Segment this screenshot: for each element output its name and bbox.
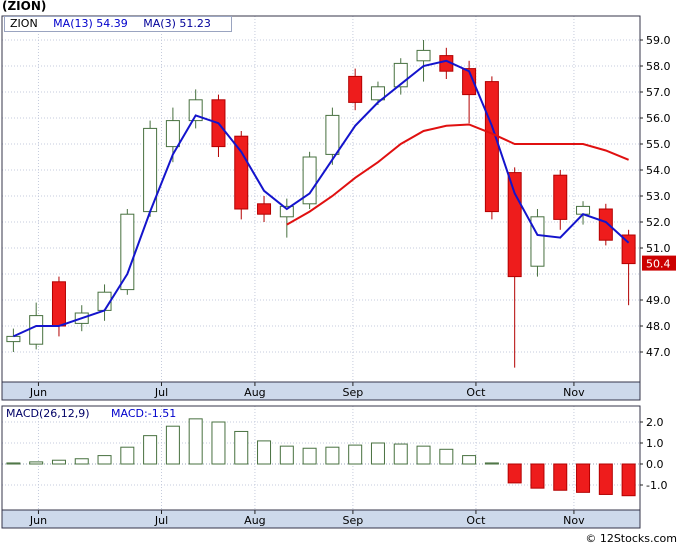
candle-down (598, 208, 613, 241)
symbol-label: ZION (10, 17, 38, 30)
macd-bar-positive (393, 443, 408, 465)
macd-bar-positive (462, 455, 477, 465)
macd-bar-positive (188, 418, 203, 465)
candle-up (530, 216, 545, 267)
month-label: Sep (343, 386, 364, 399)
price-axis-label: 55.0 (646, 138, 671, 151)
macd-bar-positive (325, 446, 340, 465)
watermark: © 12Stocks.com (585, 532, 677, 545)
month-label: Aug (244, 386, 265, 399)
macd-bar-positive (6, 462, 21, 465)
macd-bar-negative (507, 463, 522, 484)
macd-bar-positive (257, 440, 272, 465)
candle-up (576, 205, 591, 215)
macd-axis-label: -1.0 (646, 479, 667, 492)
macd-bar-positive (120, 446, 135, 465)
candle-down (462, 68, 477, 96)
candle-down (484, 81, 499, 213)
candle-up (416, 49, 431, 62)
price-axis-label: 48.0 (646, 320, 671, 333)
macd-bar-positive (302, 447, 317, 465)
price-axis-label: 53.0 (646, 190, 671, 203)
macd-value-label: MACD:-1.51 (111, 407, 177, 420)
last-price-badge (642, 255, 676, 271)
page-title: (ZION) (2, 0, 47, 13)
price-axis-label: 49.0 (646, 294, 671, 307)
macd-bar-positive (74, 458, 89, 465)
macd-bar-positive (165, 425, 180, 465)
candle-up (325, 114, 340, 155)
macd-legend: MACD(26,12,9) MACD:-1.51 (6, 407, 194, 420)
macd-bar-positive (279, 445, 294, 465)
candle-up (279, 205, 294, 218)
month-label: Nov (563, 386, 585, 399)
main-chart-legend: ZION MA(13) 54.39 MA(3) 51.23 (4, 16, 232, 32)
main-chart-panel: Jun Jul Aug Sep Oct Nov 59.0 58.0 57.0 56.0 55.0 54… (0, 14, 680, 404)
macd-bar-positive (439, 448, 454, 465)
macd-month-label: Aug (244, 514, 265, 527)
price-axis-label: 47.0 (646, 346, 671, 359)
macd-bar-positive (211, 421, 226, 465)
macd-bar-negative (621, 463, 636, 497)
macd-axis-label: 1.0 (646, 437, 664, 450)
candle-down (257, 203, 272, 215)
macd-bar-negative (530, 463, 545, 489)
candle-up (302, 156, 317, 205)
candle-down (553, 174, 568, 220)
macd-bar-positive (29, 461, 44, 465)
ma3-legend-label: MA(3) 51.23 (143, 17, 211, 30)
x-axis-band (2, 382, 640, 400)
macd-bar-positive (348, 444, 363, 465)
macd-month-label: Jul (154, 514, 168, 527)
month-label: Jul (154, 386, 168, 399)
price-axis-label: 52.0 (646, 216, 671, 229)
macd-bar-negative (598, 463, 613, 495)
month-label: Oct (466, 386, 486, 399)
macd-month-label: Oct (466, 514, 486, 527)
macd-bar-positive (97, 455, 112, 465)
ma-line-ma3 (12, 59, 630, 338)
macd-bar-positive (484, 462, 499, 465)
candle-up (165, 120, 180, 148)
candle-up (370, 86, 385, 101)
macd-month-label: Nov (563, 514, 585, 527)
macd-bar-negative (576, 463, 591, 493)
macd-bar-positive (234, 430, 249, 465)
macd-bar-positive (143, 435, 158, 465)
price-axis-label: 54.0 (646, 164, 671, 177)
candle-down (507, 172, 522, 278)
candle-up (188, 99, 203, 122)
macd-axis-label: 2.0 (646, 416, 664, 429)
price-axis-label: 51.0 (646, 242, 671, 255)
macd-params-label: MACD(26,12,9) (6, 407, 90, 420)
macd-bar-positive (51, 459, 66, 465)
macd-axis-label: 0.0 (646, 458, 664, 471)
price-axis-label: 57.0 (646, 86, 671, 99)
macd-month-label: Sep (343, 514, 364, 527)
macd-month-label: Jun (29, 514, 47, 527)
candle-up (120, 213, 135, 291)
macd-chart-svg: Jun Jul Aug Sep Oct Nov 2.0 1.0 0.0 -1.0 (1, 405, 667, 529)
ma-line-ma13 (286, 123, 629, 226)
candle-up (6, 335, 21, 343)
month-label: Jun (29, 386, 47, 399)
candle-up (29, 315, 44, 345)
ma13-legend-label: MA(13) 54.39 (53, 17, 128, 30)
macd-bar-negative (553, 463, 568, 491)
price-axis-label: 58.0 (646, 60, 671, 73)
macd-bar-positive (370, 442, 385, 465)
candle-down (348, 75, 363, 103)
macd-chart-panel: Jun Jul Aug Sep Oct Nov 2.0 1.0 0.0 -1.0 MACD(26,… (0, 404, 680, 532)
macd-bar-positive (416, 445, 431, 465)
macd-x-axis-band (2, 510, 640, 528)
candle-down (234, 135, 249, 210)
price-axis-label: 56.0 (646, 112, 671, 125)
candle-down (621, 234, 636, 265)
price-axis-label: 59.0 (646, 34, 671, 47)
last-price-label: 50.4 (646, 258, 671, 271)
candle-down (51, 281, 66, 327)
candlestick-chart-svg: Jun Jul Aug Sep Oct Nov 59.0 58.0 57.0 56.0 55.0 54… (1, 15, 676, 401)
